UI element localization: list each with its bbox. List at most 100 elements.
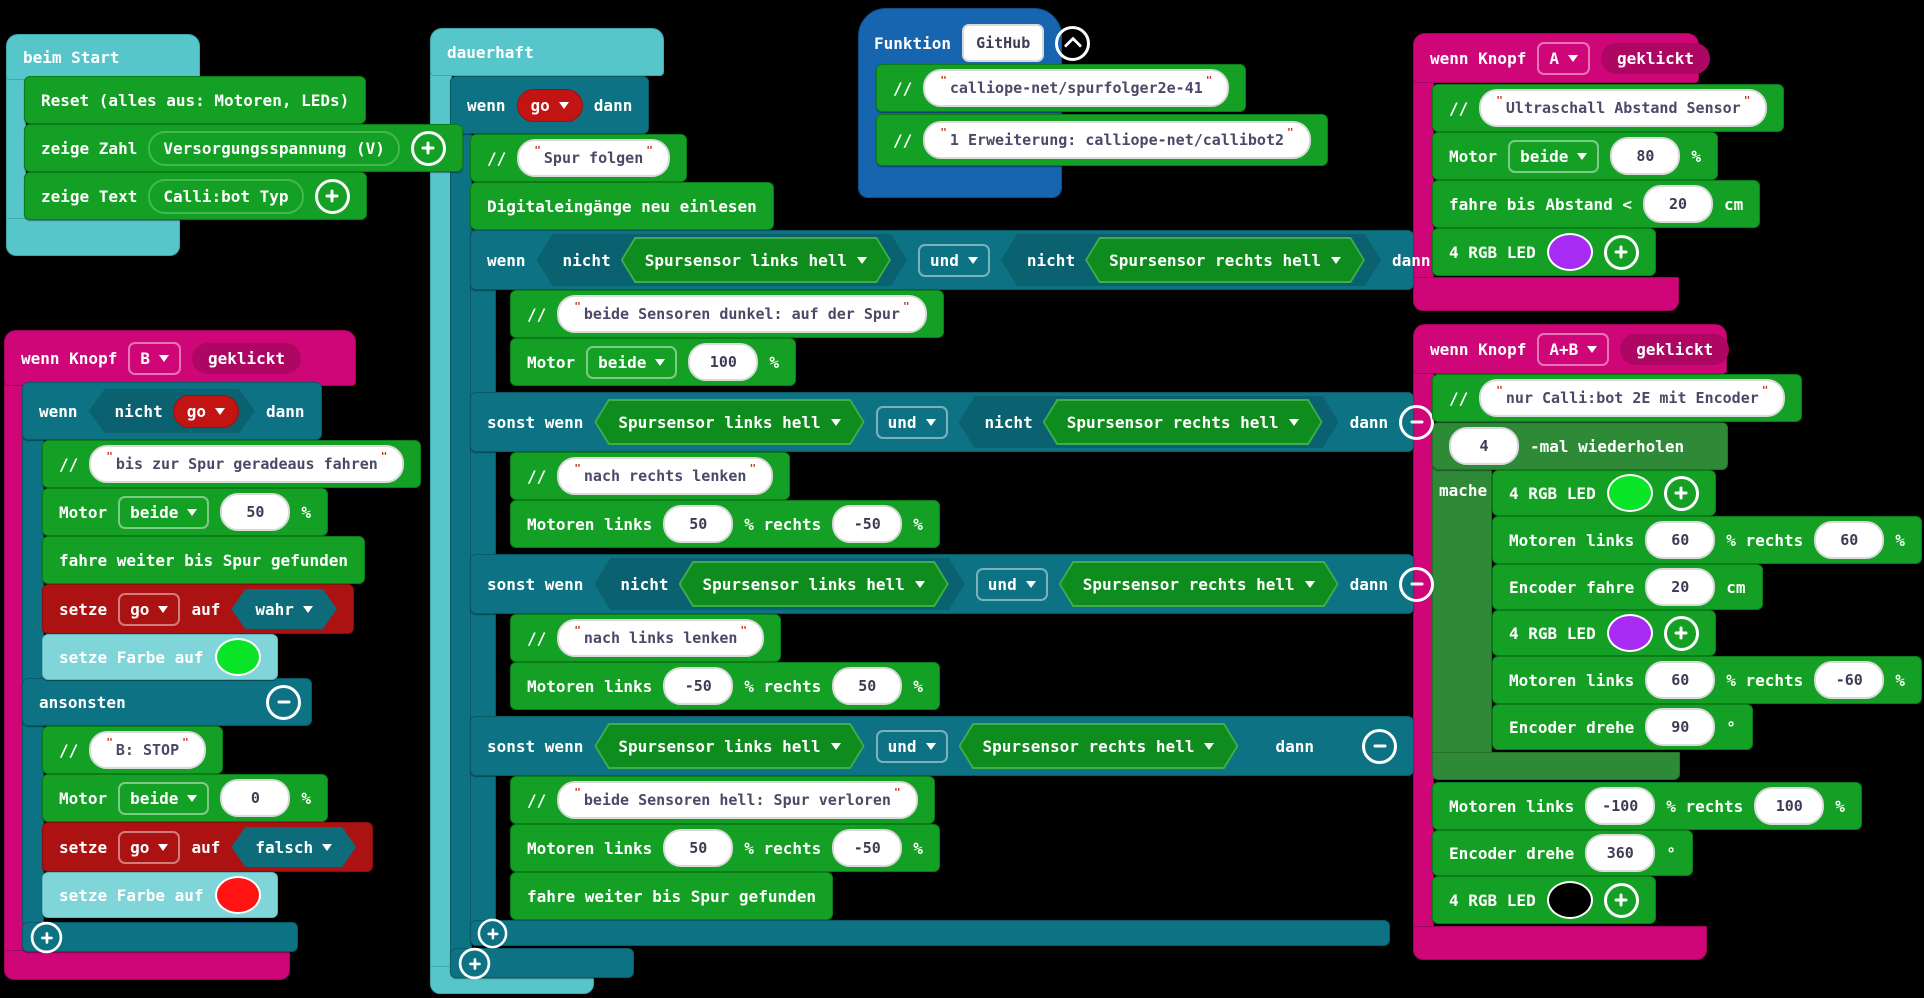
motor-right-value[interactable]: 50 [832, 667, 903, 705]
comment-text[interactable]: nach links lenken [557, 619, 765, 657]
comment-text[interactable]: beide Sensoren hell: Spur verloren [557, 781, 918, 819]
elseif-condition-row[interactable]: sonst wenn Spursensor links hell und nic… [470, 392, 1435, 452]
not-block[interactable]: nicht Spursensor links hell [537, 234, 907, 286]
go-variable[interactable]: go [516, 88, 583, 122]
reset-block[interactable]: Reset (alles aus: Motoren, LEDs) [24, 76, 367, 124]
encoder-drive-block[interactable]: Encoder fahre 20 cm [1492, 564, 1763, 610]
color-swatch-green[interactable] [214, 638, 261, 676]
led-color-swatch-green[interactable] [1606, 474, 1653, 512]
sensor-right-dropdown[interactable]: Spursensor rechts hell [1043, 399, 1323, 445]
distance-value[interactable]: 20 [1643, 185, 1714, 223]
encoder-turn-block[interactable]: Encoder drehe 90 ° [1492, 704, 1753, 750]
set-variable-block[interactable]: setze go auf wahr [42, 584, 354, 634]
motors-lr-block[interactable]: Motoren links 60 % rechts -60 % [1492, 656, 1922, 704]
minus-icon[interactable] [266, 684, 301, 720]
not-block[interactable]: nicht go [89, 389, 255, 433]
and-dropdown[interactable]: und [875, 405, 948, 439]
repeat-count-value[interactable]: 4 [1449, 427, 1519, 465]
not-block[interactable]: nicht Spursensor links hell [594, 558, 964, 610]
encoder-turn-block[interactable]: Encoder drehe 360 ° [1432, 830, 1693, 876]
sensor-left-dropdown[interactable]: Spursensor links hell [594, 723, 864, 769]
comment-text[interactable]: Spur folgen [517, 139, 670, 177]
motor-speed-value[interactable]: 50 [220, 493, 291, 531]
motor-right-value[interactable]: -50 [832, 505, 903, 543]
motor-left-value[interactable]: -50 [663, 667, 734, 705]
motors-lr-block[interactable]: Motoren links -100 % rechts 100 % [1432, 782, 1862, 830]
on-button-ab-hat[interactable]: wenn Knopf A+B geklickt [1413, 324, 1730, 374]
comment-block[interactable]: // nach links lenken [510, 614, 782, 662]
motor-left-value[interactable]: -100 [1585, 787, 1656, 825]
color-swatch-red[interactable] [214, 876, 261, 914]
on-start-hat[interactable]: beim Start [6, 34, 200, 80]
plus-icon[interactable] [410, 130, 446, 166]
sensor-left-dropdown[interactable]: Spursensor links hell [594, 399, 864, 445]
motor-speed-value[interactable]: 0 [220, 779, 291, 817]
motor-select-dropdown[interactable]: beide [586, 345, 678, 379]
sensor-left-dropdown[interactable]: Spursensor links hell [621, 237, 891, 283]
plus-icon[interactable] [314, 178, 350, 214]
comment-text[interactable]: beide Sensoren dunkel: auf der Spur [557, 295, 927, 333]
supply-voltage-value-block[interactable]: Versorgungsspannung (V) [148, 130, 400, 166]
comment-text[interactable]: calliope-net/spurfolger2e-41 [923, 69, 1230, 107]
comment-text[interactable]: B: STOP [89, 731, 206, 769]
comment-block[interactable]: // 1 Erweiterung: calliope-net/callibot2 [876, 114, 1328, 166]
comment-block[interactable]: // beide Sensoren hell: Spur verloren [510, 776, 935, 824]
motors-lr-block[interactable]: Motoren links -50 % rechts 50 % [510, 662, 940, 710]
drive-until-track-block[interactable]: fahre weiter bis Spur gefunden [42, 536, 365, 584]
drive-until-track-block[interactable]: fahre weiter bis Spur gefunden [510, 872, 833, 920]
minus-icon[interactable] [1399, 404, 1435, 440]
motor-speed-value[interactable]: 100 [688, 343, 759, 381]
plus-icon[interactable] [458, 947, 491, 979]
motor-right-value[interactable]: -50 [832, 829, 903, 867]
set-color-block[interactable]: setze Farbe auf [42, 872, 278, 918]
motor-left-value[interactable]: 60 [1645, 521, 1716, 559]
and-dropdown[interactable]: und [975, 567, 1048, 601]
comment-text[interactable]: bis zur Spur geradeaus fahren [89, 445, 405, 483]
elseif-condition-row[interactable]: sonst wenn nicht Spursensor links hell u… [470, 554, 1435, 614]
if-block-header[interactable]: wenn nicht go dann [22, 382, 322, 440]
comment-text[interactable]: Ultraschall Abstand Sensor [1479, 89, 1768, 127]
rgb-led-block[interactable]: 4 RGB LED [1492, 470, 1716, 516]
forever-hat[interactable]: dauerhaft [430, 28, 664, 76]
true-dropdown[interactable]: wahr [231, 589, 337, 629]
on-button-b-hat[interactable]: wenn Knopf B geklickt [4, 330, 356, 386]
plus-icon[interactable] [1663, 475, 1699, 511]
plus-icon[interactable] [1603, 234, 1639, 270]
rgb-led-block[interactable]: 4 RGB LED [1432, 876, 1656, 924]
false-dropdown[interactable]: falsch [231, 827, 356, 867]
not-block[interactable]: nicht Spursensor rechts hell [959, 396, 1339, 448]
motor-both-block[interactable]: Motor beide 80 % [1432, 132, 1718, 180]
motor-speed-value[interactable]: 80 [1610, 137, 1681, 175]
else-bar[interactable]: ansonsten [22, 678, 312, 726]
sensor-right-dropdown[interactable]: Spursensor rechts hell [1059, 561, 1339, 607]
and-dropdown[interactable]: und [918, 243, 990, 277]
variable-dropdown[interactable]: go [118, 830, 181, 864]
encoder-angle-value[interactable]: 360 [1585, 834, 1656, 872]
on-button-a-hat[interactable]: wenn Knopf A geklickt [1413, 33, 1711, 83]
show-number-block[interactable]: zeige Zahl Versorgungsspannung (V) [24, 124, 463, 172]
if-condition-row[interactable]: wenn nicht Spursensor links hell und nic… [470, 230, 1431, 290]
motor-right-value[interactable]: 100 [1754, 787, 1825, 825]
comment-block[interactable]: // nach rechts lenken [510, 452, 791, 500]
not-block[interactable]: nicht Spursensor rechts hell [1001, 234, 1381, 286]
set-variable-block[interactable]: setze go auf falsch [42, 822, 374, 872]
motor-left-value[interactable]: 50 [663, 829, 734, 867]
comment-block[interactable]: // Ultraschall Abstand Sensor [1432, 84, 1785, 132]
comment-block[interactable]: // Spur folgen [470, 134, 687, 182]
motor-left-value[interactable]: 60 [1645, 661, 1716, 699]
set-color-block[interactable]: setze Farbe auf [42, 634, 278, 680]
encoder-distance-value[interactable]: 20 [1645, 568, 1716, 606]
motors-lr-block[interactable]: Motoren links 50 % rechts -50 % [510, 824, 940, 872]
show-text-block[interactable]: zeige Text Calli:bot Typ [24, 172, 367, 220]
collapse-icon[interactable] [1055, 25, 1091, 61]
motor-both-block[interactable]: Motor beide 50 % [42, 488, 328, 536]
motor-both-block[interactable]: Motor beide 100 % [510, 338, 796, 386]
repeat-header[interactable]: 4 -mal wiederholen [1432, 422, 1728, 470]
plus-icon[interactable] [30, 921, 63, 953]
comment-block[interactable]: // beide Sensoren dunkel: auf der Spur [510, 290, 944, 338]
comment-text[interactable]: 1 Erweiterung: calliope-net/callibot2 [923, 121, 1311, 159]
callibot-type-value-block[interactable]: Calli:bot Typ [148, 178, 304, 214]
comment-block[interactable]: // B: STOP [42, 726, 223, 774]
motor-select-dropdown[interactable]: beide [118, 495, 210, 529]
and-dropdown[interactable]: und [875, 729, 948, 763]
